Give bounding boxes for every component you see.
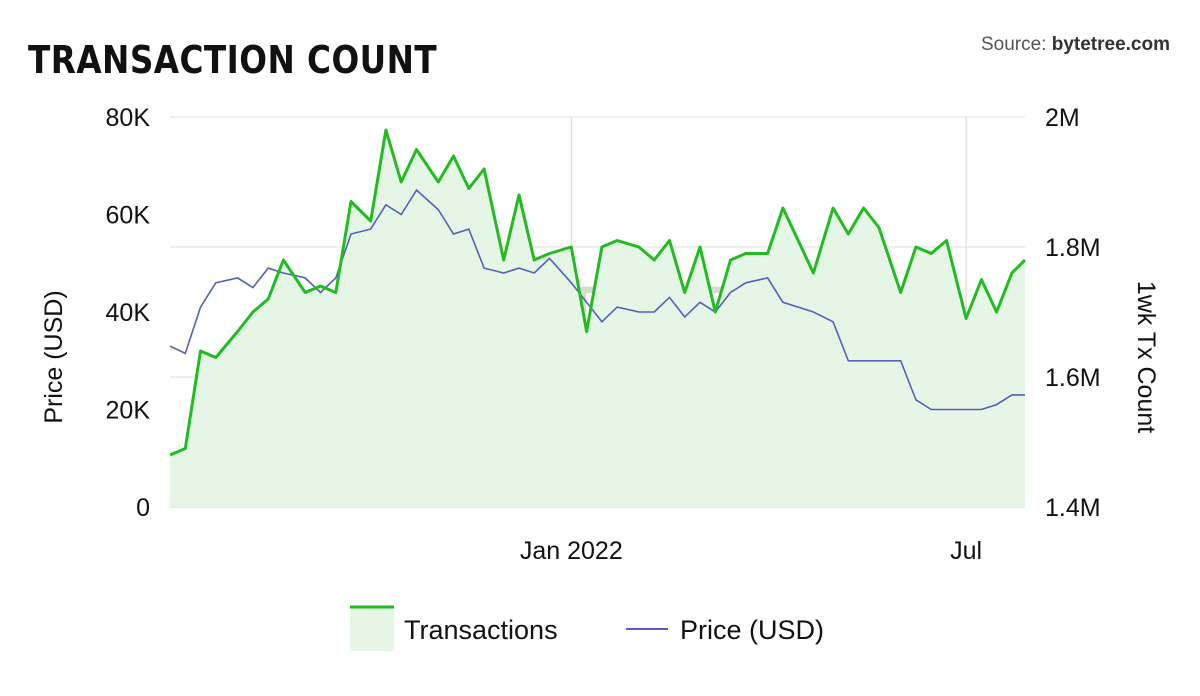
transactions-line[interactable] bbox=[169, 128, 1027, 457]
transactions-area bbox=[170, 130, 1025, 507]
legend-item-price[interactable]: Price (USD) bbox=[626, 615, 824, 645]
x-axis-tick-label: Jul bbox=[950, 537, 982, 565]
left-axis-tick-label: 20K bbox=[106, 397, 151, 425]
axis-ticks: 0 20K 40K 60K 80K 1.4M 1.6M 1.8M 2M Jan 2022 Jul bbox=[106, 104, 1101, 565]
legend: Transactions Price (USD) bbox=[350, 605, 824, 651]
series-layer bbox=[169, 128, 1027, 507]
chart-title: TRANSACTION COUNT bbox=[28, 38, 438, 82]
left-axis-tick-label: 0 bbox=[136, 494, 150, 522]
left-axis-tick-label: 40K bbox=[106, 299, 151, 327]
x-axis-tick-label: Jan 2022 bbox=[520, 537, 623, 565]
right-axis-tick-label: 1.4M bbox=[1045, 494, 1101, 522]
right-axis-tick-label: 1.8M bbox=[1045, 234, 1101, 262]
legend-swatch-transactions-fill bbox=[350, 607, 394, 651]
legend-label-price: Price (USD) bbox=[680, 615, 824, 645]
right-axis-tick-label: 1.6M bbox=[1045, 364, 1101, 392]
left-axis-tick-label: 60K bbox=[106, 202, 151, 230]
right-axis-tick-label: 2M bbox=[1045, 104, 1080, 132]
left-axis-tick-label: 80K bbox=[106, 104, 151, 132]
source-prefix: Source: bbox=[980, 34, 1052, 55]
legend-item-transactions[interactable]: Transactions bbox=[350, 605, 558, 651]
right-axis-title: 1wk Tx Count bbox=[1132, 281, 1160, 433]
legend-label-transactions: Transactions bbox=[404, 615, 558, 645]
source-link[interactable]: bytetree.com bbox=[1051, 34, 1170, 55]
left-axis-title: Price (USD) bbox=[40, 290, 68, 423]
source-credit: Source: bytetree.com bbox=[981, 34, 1170, 56]
